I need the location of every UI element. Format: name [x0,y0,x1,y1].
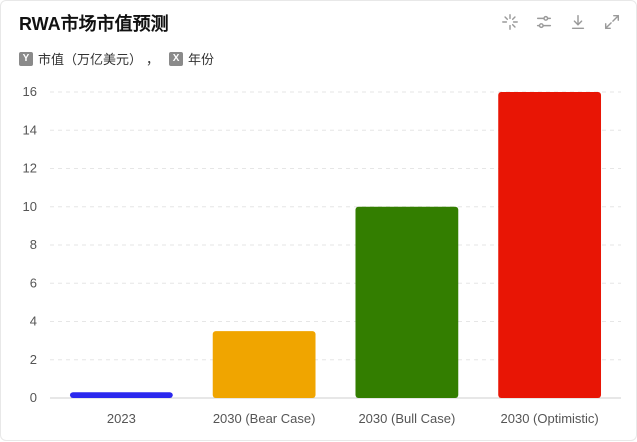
legend-separator: ， [146,52,160,67]
axis-legend: Y 市值（万亿美元） ， X 年份 [19,49,214,68]
selection-icon[interactable] [500,12,520,32]
download-icon[interactable] [568,12,588,32]
x-tick-label: 2030 (Optimistic) [501,411,599,426]
bar [212,331,316,398]
y-axis-legend-label: 市值（万亿美元） [38,52,143,67]
y-tick-label: 6 [30,275,37,290]
x-tick-label: 2030 (Bear Case) [213,411,316,426]
bar [498,92,602,398]
filter-sliders-icon[interactable] [534,12,554,32]
x-axis-legend-label: 年份 [188,52,215,67]
y-tick-label: 2 [30,352,37,367]
y-tick-label: 0 [30,390,37,405]
y-tick-label: 8 [30,237,37,252]
bar [355,206,459,398]
chart-toolbar [500,12,622,32]
x-tick-label: 2030 (Bull Case) [358,411,455,426]
y-tick-label: 16 [23,84,37,99]
y-axis-badge: Y [19,51,33,66]
y-tick-label: 4 [30,314,37,329]
y-tick-label: 12 [23,161,37,176]
x-axis-badge: X [169,51,184,66]
y-tick-label: 14 [23,122,37,137]
y-tick-label: 10 [23,199,37,214]
chart-title: RWA市场市值预测 [19,14,169,34]
x-tick-label: 2023 [107,411,136,426]
bar [69,392,173,398]
expand-icon[interactable] [602,12,622,32]
